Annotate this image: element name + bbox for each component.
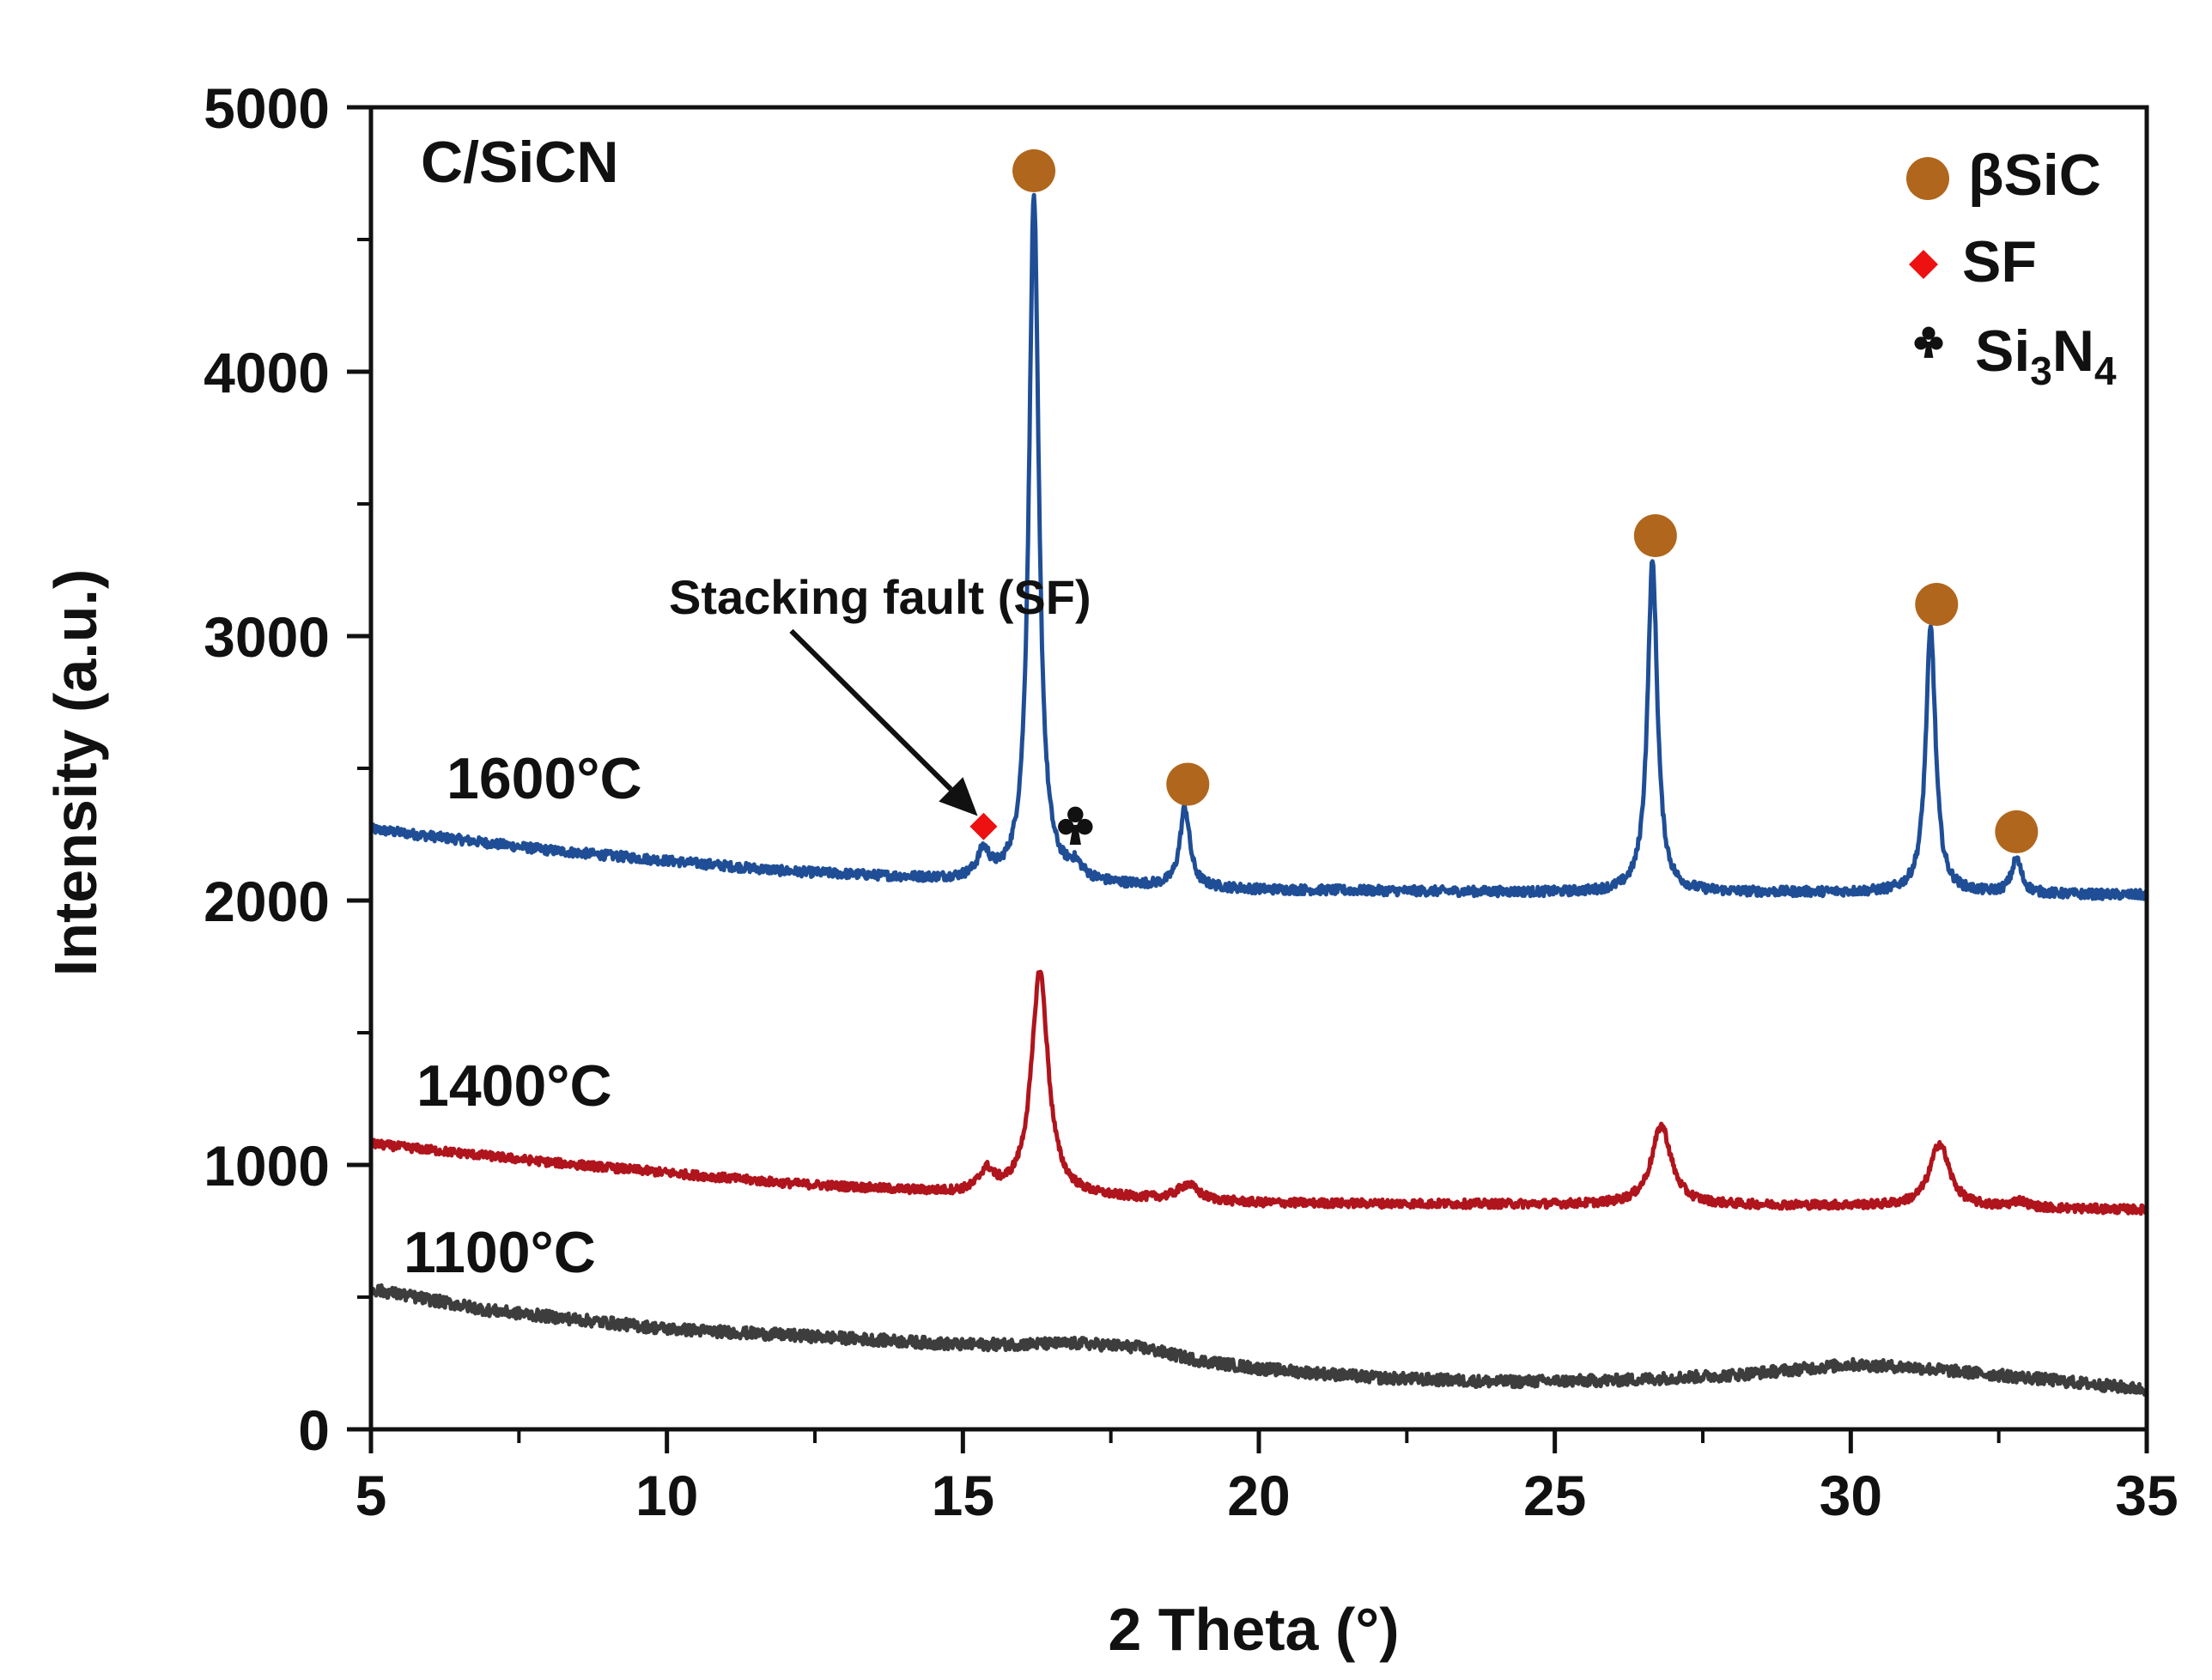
series-line-1 <box>369 969 2149 1216</box>
y-tick-label-0: 0 <box>298 1398 330 1462</box>
x-tick-label-4: 25 <box>1523 1464 1586 1527</box>
club-lobe-left <box>1058 818 1074 835</box>
series-line-0 <box>368 192 2148 901</box>
series-label-1400: 1400°C <box>416 1053 612 1119</box>
bsic-marker-1 <box>1166 762 1210 806</box>
legend: βSiC SF Si3N4 <box>1906 143 2117 393</box>
sf-marker-5 <box>969 812 998 840</box>
legend-bsic-label: βSiC <box>1968 143 2101 208</box>
series-line-2 <box>368 1283 2148 1398</box>
sample-label: C/SiCN <box>421 130 618 195</box>
legend-sf-label: SF <box>1962 229 2037 294</box>
y-tick-label-2: 2000 <box>204 870 330 933</box>
legend-si3n4-n: N <box>2052 318 2094 384</box>
club-lobe-top <box>1067 806 1084 823</box>
club-stem <box>1069 824 1081 846</box>
si3n4-marker-6 <box>1058 806 1093 846</box>
y-axis-label: Intensity (a.u.) <box>42 569 109 976</box>
legend-si3n4-marker <box>1914 326 1943 358</box>
series-label-1600: 1600°C <box>447 746 642 811</box>
legend-club-shape <box>1914 326 1943 358</box>
x-tick-label-0: 5 <box>356 1464 387 1527</box>
x-tick-label-5: 30 <box>1820 1464 1882 1527</box>
x-tick-label-2: 15 <box>932 1464 994 1527</box>
bsic-marker-2 <box>1633 513 1677 557</box>
axes: 5 10 15 20 25 30 35 0 1000 2000 3000 4000 5000 <box>204 76 2179 1527</box>
bsic-marker-3 <box>1915 583 1959 627</box>
series-label-1100: 1100°C <box>404 1220 596 1285</box>
legend-bsic-marker <box>1906 157 1949 200</box>
club-lobe-top <box>1922 326 1936 340</box>
x-tick-label-3: 20 <box>1227 1464 1290 1527</box>
bsic-marker-4 <box>1995 810 2039 853</box>
club-lobe-left <box>1914 337 1928 350</box>
legend-si3n4-sub3: 3 <box>2030 349 2052 393</box>
y-tick-label-1: 1000 <box>204 1134 330 1198</box>
legend-si3n4-si: Si <box>1975 318 2030 384</box>
y-tick-label-3: 3000 <box>204 605 330 669</box>
club-lobe-right <box>1077 818 1093 835</box>
legend-sf-marker <box>1909 250 1938 279</box>
x-axis-label: 2 Theta (°) <box>1108 1596 1399 1663</box>
x-tick-label-6: 35 <box>2115 1464 2178 1527</box>
stacking-fault-annotation: Stacking fault (SF) <box>669 570 1091 624</box>
y-tick-label-5: 5000 <box>204 76 330 140</box>
y-tick-label-4: 4000 <box>204 341 330 404</box>
stacking-fault-arrow <box>789 628 953 791</box>
legend-si3n4-label: Si3N4 <box>1975 318 2117 393</box>
phase-markers <box>969 149 2039 853</box>
series-lines <box>368 192 2149 1398</box>
stacking-fault-arrowhead <box>939 777 978 816</box>
bsic-marker-0 <box>1012 149 1056 192</box>
x-tick-label-1: 10 <box>635 1464 698 1527</box>
legend-si3n4-sub4: 4 <box>2094 349 2117 393</box>
club-stem <box>1923 342 1934 358</box>
club-lobe-right <box>1929 337 1943 350</box>
